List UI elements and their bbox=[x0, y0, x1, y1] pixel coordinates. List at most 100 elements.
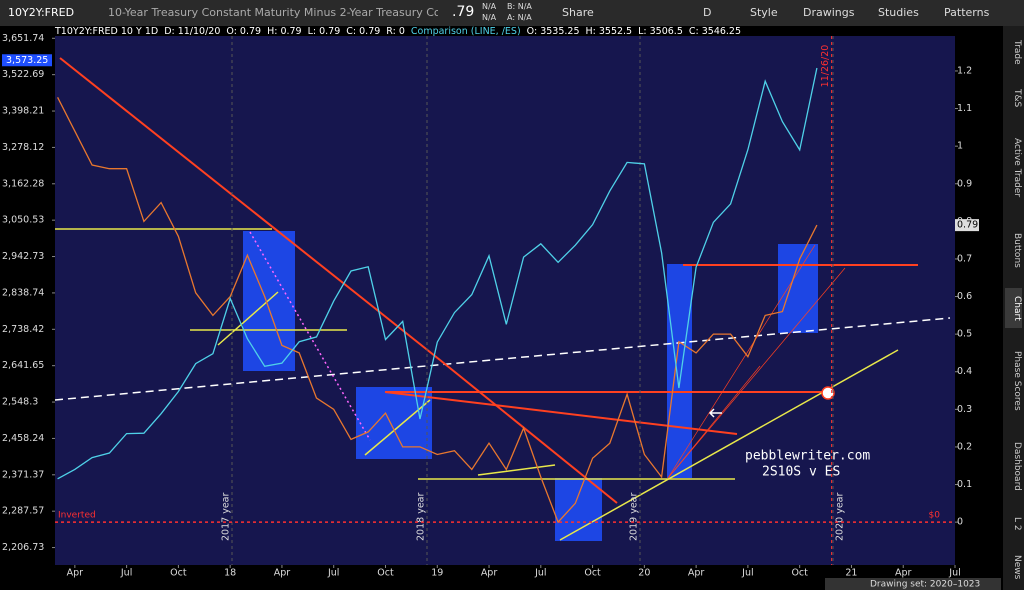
y-tick-label: 3,162.28 bbox=[2, 178, 44, 189]
legend-date: D: 11/10/20 bbox=[164, 26, 221, 37]
site: pebblewriter.com bbox=[745, 449, 870, 464]
y-tick-label: 2,548.3 bbox=[2, 397, 38, 408]
y2-tick-label: 0.1 bbox=[957, 479, 972, 490]
bid: B: N/A bbox=[507, 2, 532, 11]
watermark: 2018 year bbox=[416, 493, 427, 541]
legend: T10Y2Y:FRED 10 Y 1D D: 11/10/20 O: 0.79 H: … bbox=[55, 26, 747, 38]
side-tab[interactable]: Trade bbox=[1012, 39, 1022, 65]
toolbar: 10Y2Y:FRED 10-Year Treasury Constant Mat… bbox=[0, 0, 1024, 26]
y2-tick-label: 1.2 bbox=[957, 65, 972, 76]
x-tick-label: 18 bbox=[224, 568, 236, 579]
watermark: 2017 year bbox=[221, 493, 232, 541]
caption: 2S10S v ES bbox=[762, 465, 840, 480]
legend-cmp-high: H: 3552.5 bbox=[585, 26, 633, 37]
x-tick-label: Jul bbox=[120, 568, 132, 579]
x-tick-label: Apr bbox=[67, 568, 84, 579]
watermark: 2020 year bbox=[835, 493, 846, 541]
x-tick-label: Apr bbox=[895, 568, 912, 579]
share[interactable]: Share bbox=[562, 6, 594, 19]
side-tab[interactable]: Dashboard bbox=[1012, 441, 1022, 491]
legend-cmp-low: L: 3506.5 bbox=[638, 26, 683, 37]
y-tick-label: 2,458.24 bbox=[2, 433, 44, 444]
studies[interactable]: Studies bbox=[878, 6, 919, 19]
y2-marker-label: 0.79 bbox=[957, 220, 978, 231]
y-tick-label: 3,522.69 bbox=[2, 69, 44, 80]
symbol[interactable]: 10Y2Y:FRED bbox=[8, 6, 75, 19]
drawings bbox=[54, 36, 951, 565]
y-tick-label: 3,050.53 bbox=[2, 215, 44, 226]
inverted-label: Inverted bbox=[58, 511, 96, 521]
x-tick-label: Oct bbox=[377, 568, 394, 579]
y2-tick-label: 0.7 bbox=[957, 253, 972, 264]
x-tick-label: Jul bbox=[534, 568, 546, 579]
last: .79 bbox=[452, 4, 475, 20]
y-tick-label: 2,641.65 bbox=[2, 360, 44, 371]
x-tick-label: 20 bbox=[638, 568, 650, 579]
chart: 2017 year 2018 year 2019 year 2020 year … bbox=[0, 26, 1003, 590]
date-label: 11/26/20 bbox=[820, 45, 831, 88]
change: N/A bbox=[482, 2, 497, 11]
y2-tick-label: 0 bbox=[957, 517, 963, 528]
legend-close: C: 0.79 bbox=[346, 26, 381, 37]
y-tick-label: 2,838.74 bbox=[2, 287, 44, 298]
side-tab[interactable]: Buttons bbox=[1012, 232, 1022, 268]
x-tick-label: Oct bbox=[791, 568, 808, 579]
side-tab[interactable]: News bbox=[1012, 554, 1022, 580]
side-tab[interactable]: Chart bbox=[1005, 288, 1022, 328]
legend-cmp-close: C: 3546.25 bbox=[688, 26, 742, 37]
y-tick-label: 3,398.21 bbox=[2, 106, 44, 117]
y2-tick-label: 0.2 bbox=[957, 441, 972, 452]
y-tick-label: 2,206.73 bbox=[2, 542, 44, 553]
legend-symbol: T10Y2Y:FRED 10 Y 1D bbox=[55, 26, 159, 37]
drawings[interactable]: Drawings bbox=[803, 6, 855, 19]
y-tick-label: 3,278.12 bbox=[2, 142, 44, 153]
legend-cmp-open: O: 3535.25 bbox=[526, 26, 580, 37]
x-tick-label: Apr bbox=[274, 568, 291, 579]
footer-bg bbox=[825, 578, 1001, 590]
y2-tick-label: 0.6 bbox=[957, 291, 972, 302]
side-tab[interactable]: Phase Scores bbox=[1012, 351, 1022, 411]
y2-marker bbox=[955, 219, 979, 232]
y-tick-label: 2,738.42 bbox=[2, 324, 44, 335]
x-tick-label: Oct bbox=[170, 568, 187, 579]
y2-tick-label: 1 bbox=[957, 141, 963, 152]
y-tick-label: 2,371.37 bbox=[2, 469, 44, 480]
watermark: 2019 year bbox=[629, 493, 640, 541]
x-tick-label: Apr bbox=[481, 568, 498, 579]
y2-tick-label: 0.3 bbox=[957, 404, 972, 415]
series-line bbox=[57, 67, 818, 480]
description: 10-Year Treasury Constant Maturity Minus… bbox=[108, 6, 438, 19]
price-marker-label: 3,573.25 bbox=[6, 55, 48, 66]
side-tab[interactable]: Active Trader bbox=[1012, 138, 1022, 198]
plot-area bbox=[55, 36, 955, 565]
x-tick-label: 19 bbox=[431, 568, 443, 579]
style[interactable]: Style bbox=[750, 6, 778, 19]
series-line bbox=[57, 97, 818, 524]
ask: A: N/A bbox=[507, 13, 532, 22]
x-tick-label: Jul bbox=[327, 568, 339, 579]
patterns[interactable]: Patterns bbox=[944, 6, 990, 19]
side-tab[interactable]: T&S bbox=[1012, 88, 1022, 108]
x-tick-label: Apr bbox=[688, 568, 705, 579]
y-tick-label: 2,287.57 bbox=[2, 506, 44, 517]
y-tick-label: 2,942.73 bbox=[2, 251, 44, 262]
price-marker bbox=[2, 54, 52, 67]
y2-tick-label: 0.9 bbox=[957, 178, 972, 189]
change-pct: N/A bbox=[482, 13, 497, 22]
x-tick-label: Oct bbox=[584, 568, 601, 579]
legend-high: H: 0.79 bbox=[267, 26, 302, 37]
legend-range: R: 0 bbox=[386, 26, 405, 37]
side-tabs: Trade T&S Active Trader Buttons Chart Phase S… bbox=[1003, 26, 1024, 590]
interval[interactable]: D bbox=[703, 6, 712, 19]
x-tick-label: 21 bbox=[845, 568, 857, 579]
y2-tick-label: 0.5 bbox=[957, 329, 972, 340]
footer: Drawing set: 2020–1023 bbox=[870, 580, 980, 590]
y-tick-label: 3,651.74 bbox=[2, 33, 44, 44]
y2-tick-label: 0.4 bbox=[957, 366, 972, 377]
legend-low: L: 0.79 bbox=[307, 26, 341, 37]
side-tab[interactable]: L 2 bbox=[1012, 517, 1022, 531]
legend-open: O: 0.79 bbox=[226, 26, 262, 37]
x-tick-label: Jul bbox=[741, 568, 753, 579]
y2-tick-label: 1.1 bbox=[957, 103, 972, 114]
